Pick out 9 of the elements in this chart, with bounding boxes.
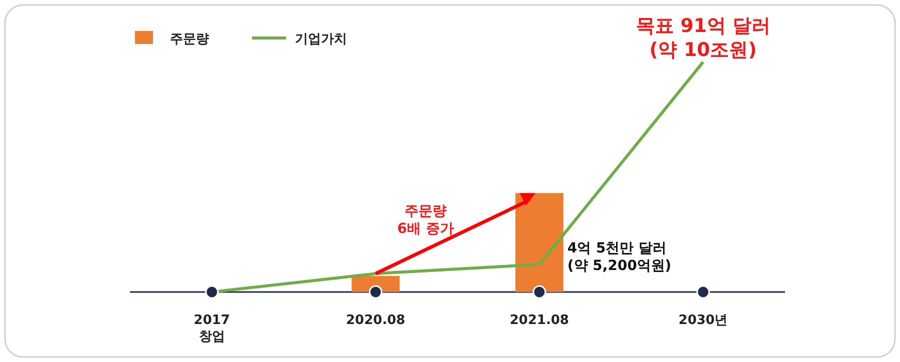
x-tick-label: 2017 창업 [194,313,230,344]
legend-label: 기업가치 [295,32,347,47]
x-tick-label: 2030년 [678,313,728,328]
x-tick-label: 2021.08 [510,313,569,328]
x-tick-label: 2020.08 [346,313,406,328]
annotation: 4억 5천만 달러 (약 5,200억원) [567,240,672,274]
annotation: 주문량 6배 증가 [397,203,454,237]
legend-label: 주문량 [170,32,209,47]
annotation: 목표 91억 달러 (약 10조원) [636,15,770,61]
